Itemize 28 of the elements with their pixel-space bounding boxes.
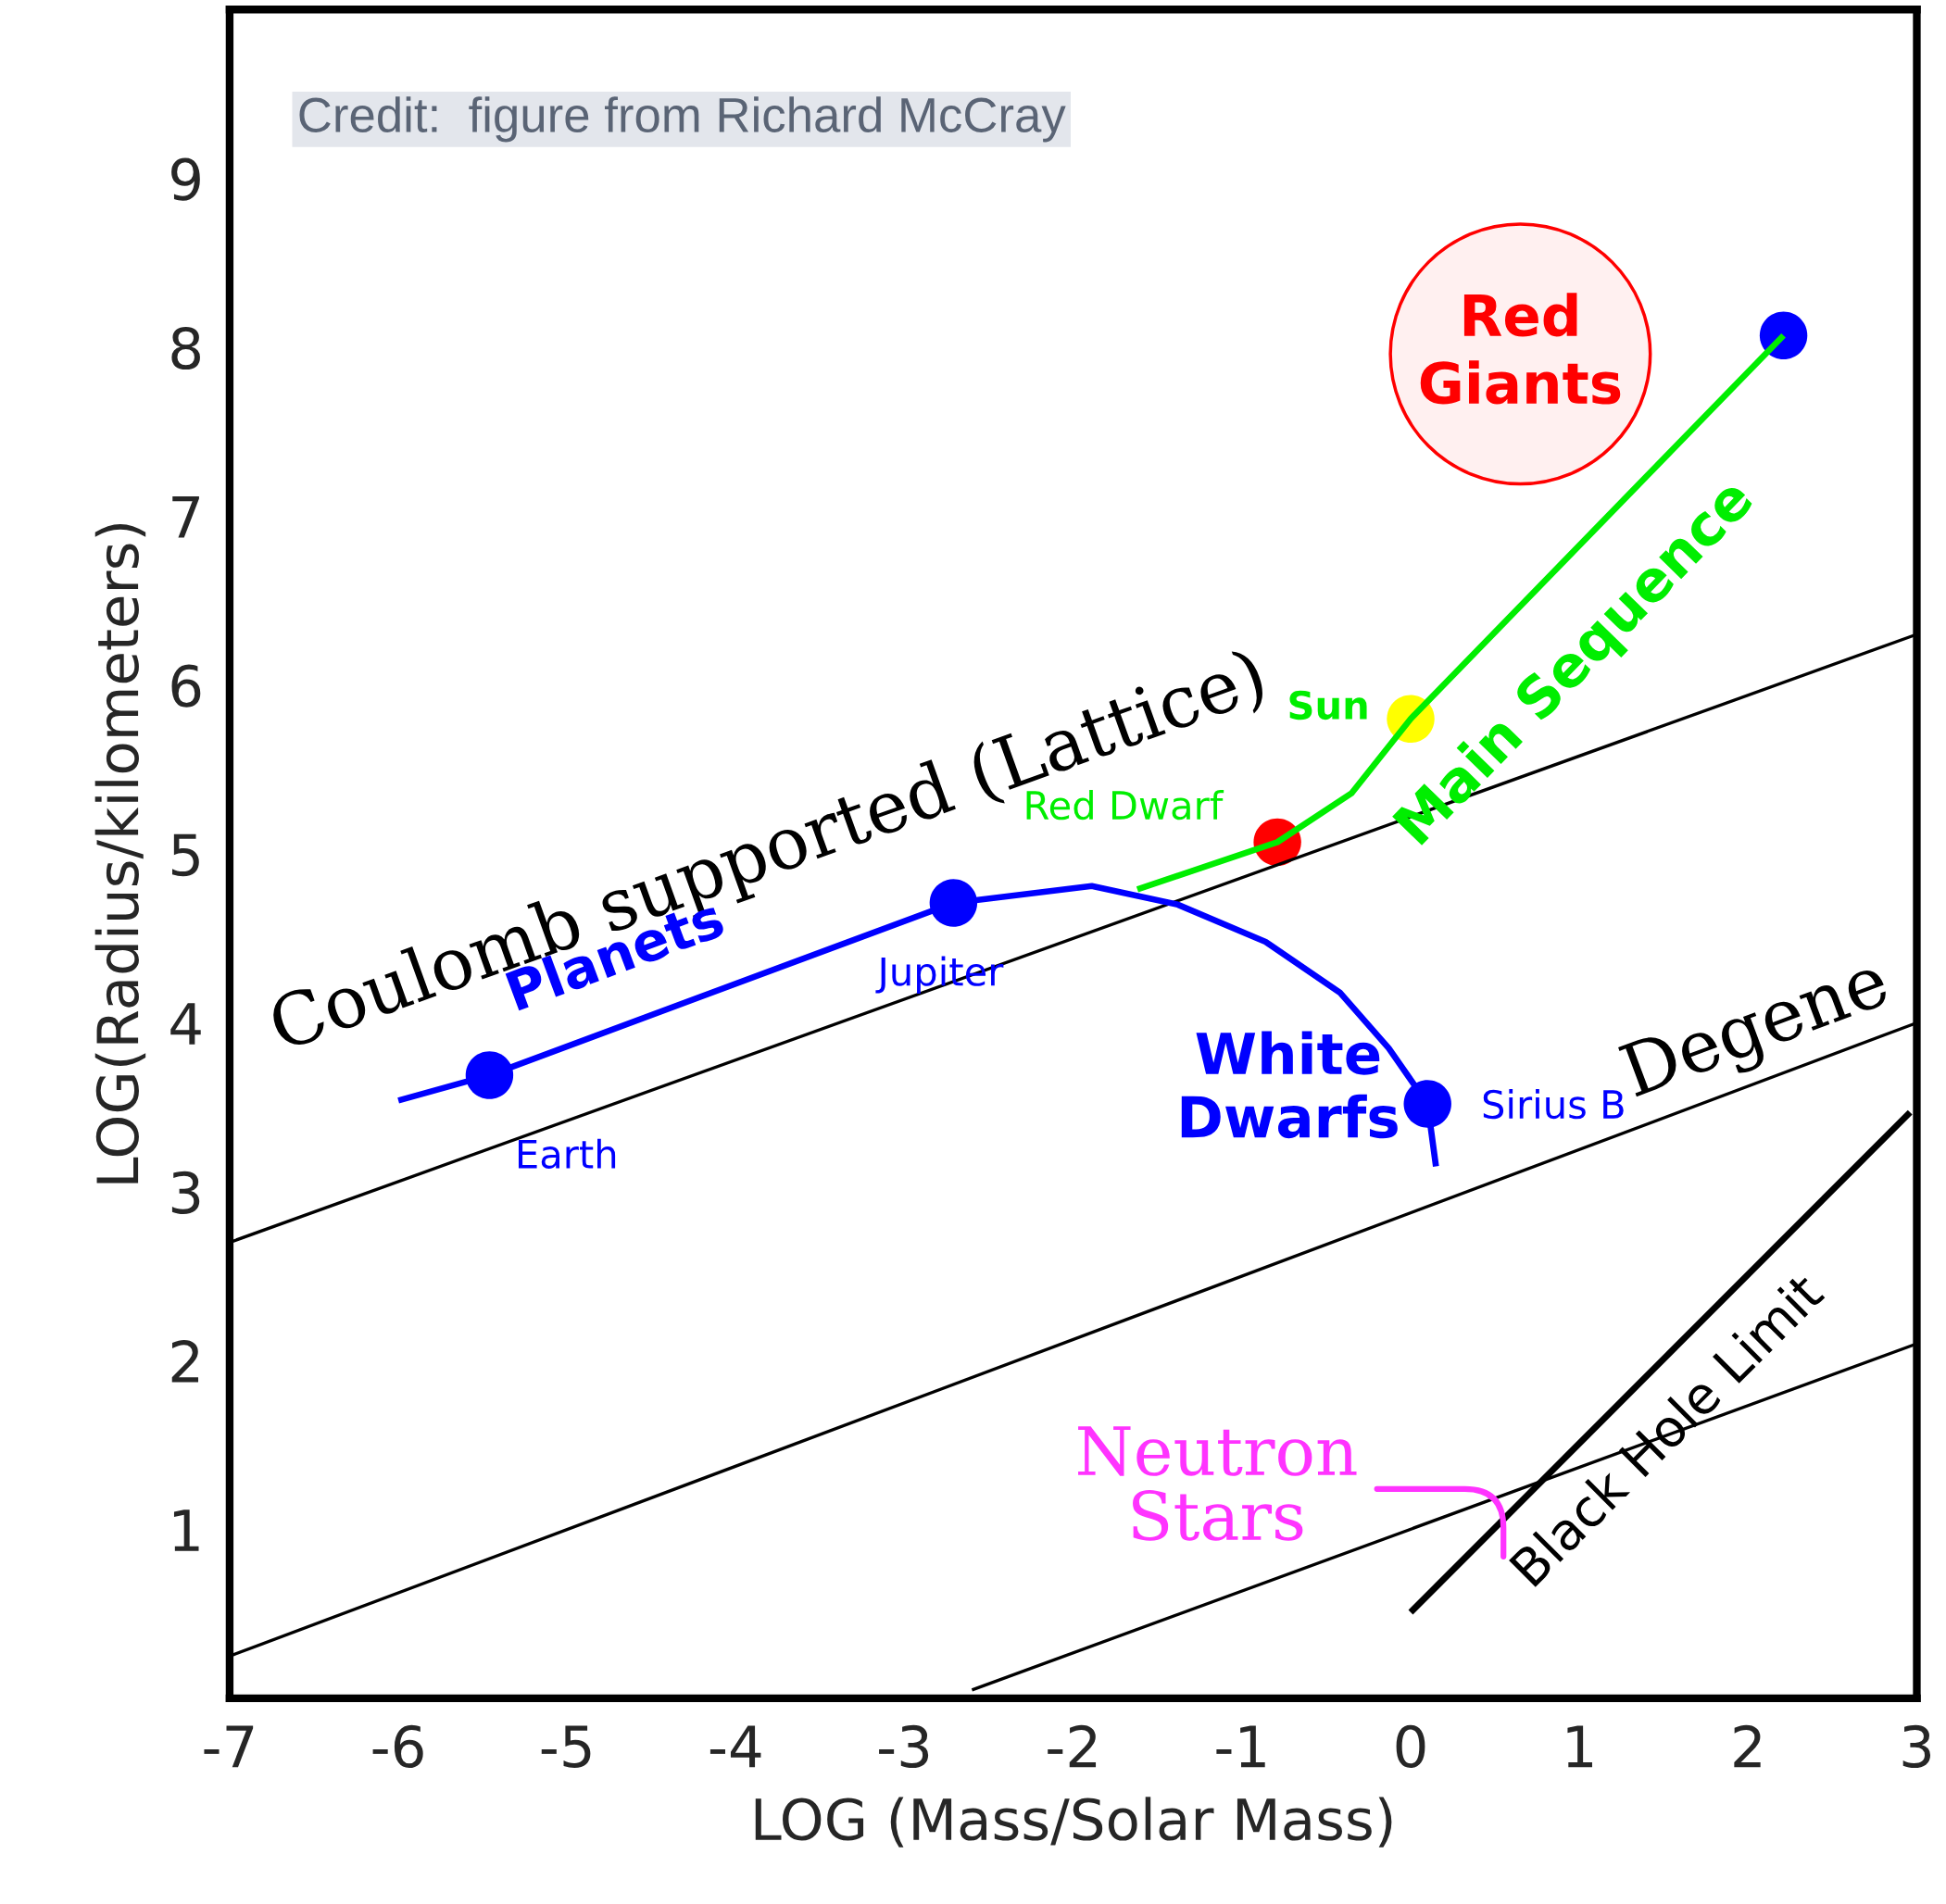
x-tick-label: -5 bbox=[541, 1725, 591, 1769]
x-tick-label: -4 bbox=[709, 1725, 761, 1768]
y-tick-label: 5 bbox=[171, 833, 199, 877]
x-tick-label: -3 bbox=[879, 1724, 929, 1769]
annotation: Sun bbox=[1289, 690, 1367, 720]
x-axis-title: LOG (Mass/Solar Mass) bbox=[755, 1797, 1392, 1848]
x-tick-label: 3 bbox=[1902, 1724, 1931, 1769]
x-tick-label: -2 bbox=[1048, 1724, 1097, 1768]
y-tick-label: 4 bbox=[170, 1003, 201, 1045]
x-tick-label: -1 bbox=[1216, 1725, 1265, 1768]
y-tick-label: 3 bbox=[171, 1171, 200, 1214]
y-tick-label: 8 bbox=[171, 326, 200, 370]
y-tick-label: 9 bbox=[171, 157, 200, 201]
y-axis-title: LOG(Radius/kilometers) bbox=[94, 523, 146, 1184]
annotation: Neutron Stars bbox=[1078, 1426, 1357, 1541]
x-tick-label: 0 bbox=[1396, 1724, 1425, 1769]
series-label: Red Giants bbox=[1420, 293, 1621, 405]
y-tick-label: 6 bbox=[171, 664, 201, 708]
annotation: Credit: figure from Richard McCray bbox=[299, 96, 1066, 143]
x-tick-label: 2 bbox=[1734, 1724, 1761, 1768]
x-tick-label: -6 bbox=[372, 1724, 423, 1769]
annotation: White Dwarfs bbox=[1181, 1031, 1398, 1139]
x-tick-label: 1 bbox=[1567, 1725, 1592, 1768]
y-tick-label: 2 bbox=[171, 1340, 199, 1383]
x-tick-label: -7 bbox=[204, 1725, 254, 1768]
annotation: Earth bbox=[519, 1138, 616, 1169]
y-tick-label: 7 bbox=[172, 496, 199, 538]
y-tick-label: 1 bbox=[173, 1509, 199, 1551]
